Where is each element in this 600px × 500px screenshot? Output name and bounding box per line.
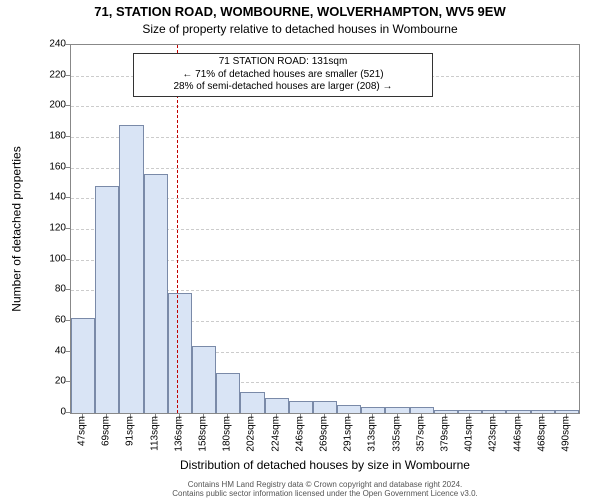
histogram-bar xyxy=(458,410,482,413)
y-tick-label: 160 xyxy=(36,161,66,172)
y-tick-label: 140 xyxy=(36,192,66,203)
y-tick-label: 240 xyxy=(36,39,66,50)
x-tick-label: 202sqm xyxy=(246,416,257,452)
x-tick-label: 401sqm xyxy=(464,416,475,452)
histogram-bar xyxy=(168,293,192,413)
x-tick-label: 91sqm xyxy=(125,416,136,446)
y-tick-label: 40 xyxy=(36,345,66,356)
histogram-bar xyxy=(531,410,555,413)
histogram-bar xyxy=(434,410,458,413)
annotation-line1: 71 STATION ROAD: 131sqm xyxy=(138,56,428,69)
histogram-bar xyxy=(216,373,240,413)
histogram-bar xyxy=(410,407,434,413)
histogram-bar xyxy=(506,410,530,413)
y-tick-label: 80 xyxy=(36,284,66,295)
histogram-bar xyxy=(289,401,313,413)
x-tick-label: 180sqm xyxy=(222,416,233,452)
reference-line xyxy=(177,45,178,413)
y-tick-label: 0 xyxy=(36,407,66,418)
footer-line2: Contains public sector information licen… xyxy=(70,489,580,498)
histogram-bar xyxy=(385,407,409,413)
histogram-bar xyxy=(313,401,337,413)
x-tick-label: 47sqm xyxy=(77,416,88,446)
x-tick-label: 291sqm xyxy=(343,416,354,452)
annotation-line2: ← 71% of detached houses are smaller (52… xyxy=(138,69,428,82)
x-tick-label: 379sqm xyxy=(439,416,450,452)
histogram-bar xyxy=(71,318,95,413)
histogram-bar xyxy=(555,410,579,413)
x-tick-label: 224sqm xyxy=(270,416,281,452)
histogram-bar xyxy=(337,405,361,413)
y-tick-label: 60 xyxy=(36,315,66,326)
annotation-line3: 28% of semi-detached houses are larger (… xyxy=(138,81,428,94)
x-tick-label: 113sqm xyxy=(149,416,160,451)
x-tick-label: 423sqm xyxy=(488,416,499,452)
x-axis-title: Distribution of detached houses by size … xyxy=(70,458,580,472)
x-tick-label: 313sqm xyxy=(367,416,378,452)
footer-line1: Contains HM Land Registry data © Crown c… xyxy=(70,480,580,489)
x-tick-label: 446sqm xyxy=(512,416,523,452)
histogram-bar xyxy=(119,125,143,413)
x-tick-label: 269sqm xyxy=(319,416,330,452)
histogram-bar xyxy=(482,410,506,413)
chart-container: 71, STATION ROAD, WOMBOURNE, WOLVERHAMPT… xyxy=(0,0,600,500)
plot-area: 71 STATION ROAD: 131sqm ← 71% of detache… xyxy=(70,44,580,414)
chart-title-address: 71, STATION ROAD, WOMBOURNE, WOLVERHAMPT… xyxy=(0,4,600,19)
y-tick-label: 20 xyxy=(36,376,66,387)
x-tick-label: 468sqm xyxy=(536,416,547,452)
histogram-bar xyxy=(192,346,216,413)
y-axis-label: Number of detached properties xyxy=(8,44,26,414)
annotation-box: 71 STATION ROAD: 131sqm ← 71% of detache… xyxy=(133,53,433,97)
y-tick-label: 200 xyxy=(36,100,66,111)
x-tick-label: 246sqm xyxy=(294,416,305,452)
histogram-bar xyxy=(240,392,264,413)
x-tick-label: 158sqm xyxy=(198,416,209,452)
y-tick-label: 100 xyxy=(36,253,66,264)
footer-attribution: Contains HM Land Registry data © Crown c… xyxy=(70,480,580,498)
histogram-bar xyxy=(265,398,289,413)
x-tick-label: 490sqm xyxy=(560,416,571,452)
x-tick-labels: 47sqm 69sqm 91sqm 113sqm 136sqm 158sqm 180sqm 2… xyxy=(70,414,580,464)
chart-title-subtitle: Size of property relative to detached ho… xyxy=(0,22,600,36)
y-tick-label: 120 xyxy=(36,223,66,234)
y-tick-label: 180 xyxy=(36,131,66,142)
histogram-bar xyxy=(144,174,168,413)
y-tick-label: 220 xyxy=(36,69,66,80)
x-tick-label: 136sqm xyxy=(173,416,184,452)
histogram-bar xyxy=(95,186,119,413)
x-tick-label: 335sqm xyxy=(391,416,402,452)
x-tick-label: 69sqm xyxy=(101,416,112,446)
x-tick-label: 357sqm xyxy=(415,416,426,452)
histogram-bar xyxy=(361,407,385,413)
